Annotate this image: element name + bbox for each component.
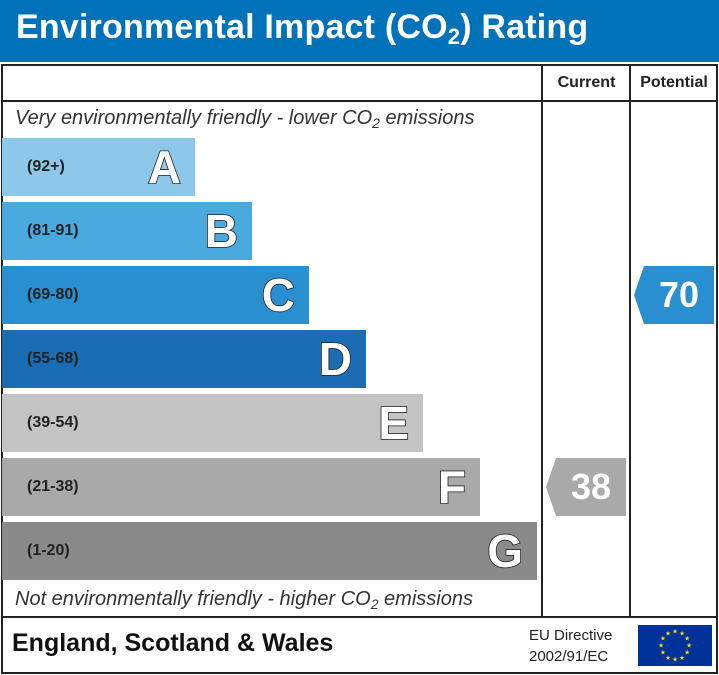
- eu-star-icon: ★: [665, 630, 671, 638]
- band-bar-g: [2, 522, 537, 580]
- band-range-b: (81-91): [27, 222, 79, 239]
- eu-star-icon: ★: [684, 649, 690, 657]
- band-bar-c: [2, 266, 309, 324]
- band-range-a: (92+): [27, 158, 65, 175]
- page-title: Environmental Impact (CO2) Rating: [16, 8, 589, 49]
- header-bar: Environmental Impact (CO2) Rating: [0, 0, 719, 62]
- eu-star-icon: ★: [679, 654, 685, 662]
- band-letter-a: A: [147, 140, 182, 194]
- band-letter-f: F: [437, 460, 467, 514]
- potential-rating-marker: [634, 266, 714, 324]
- band-range-e: (39-54): [27, 414, 79, 431]
- band-bar-d: [2, 330, 366, 388]
- eu-directive-line1: EU Directive: [529, 627, 613, 644]
- band-letter-b: B: [204, 204, 239, 258]
- eu-star-icon: ★: [660, 649, 666, 657]
- band-bar-f: [2, 458, 480, 516]
- band-letter-e: E: [378, 396, 410, 450]
- markers-layer: [546, 266, 714, 516]
- eu-star-icon: ★: [672, 628, 678, 636]
- band-letter-c: C: [261, 268, 296, 322]
- band-range-c: (69-80): [27, 286, 79, 303]
- note-top: Very environmentally friendly - lower CO…: [15, 107, 475, 131]
- current-rating-marker: [546, 458, 626, 516]
- current-column-header: Current: [557, 74, 616, 91]
- band-bar-e: [2, 394, 423, 452]
- current-rating-value: 38: [570, 466, 612, 507]
- eu-star-icon: ★: [672, 656, 678, 664]
- footer-region: England, Scotland & Wales: [12, 629, 334, 657]
- rating-chart-svg: ★ ★★★★★★★★★★★: [1, 64, 718, 674]
- eu-star-icon: ★: [686, 642, 692, 650]
- eu-flag-icon: ★ ★★★★★★★★★★★: [638, 625, 712, 666]
- potential-rating-value: 70: [658, 274, 700, 315]
- band-range-d: (55-68): [27, 350, 79, 367]
- potential-column-header: Potential: [640, 74, 708, 91]
- eu-star-icon: ★: [679, 630, 685, 638]
- eu-star-icon: ★: [665, 654, 671, 662]
- band-letter-d: D: [318, 332, 353, 386]
- eu-star-icon: ★: [684, 635, 690, 643]
- bands-layer: [2, 138, 537, 580]
- band-bar-b: [2, 202, 252, 260]
- note-bottom: Not environmentally friendly - higher CO…: [15, 588, 473, 612]
- band-range-g: (1-20): [27, 542, 70, 559]
- rating-chart: ★ ★ ★ ★ ★ ★ ★ ★ ★ ★ ★ ★ Current Potential Very envi…: [1, 64, 718, 674]
- band-bar-a: [2, 138, 195, 196]
- band-range-f: (21-38): [27, 478, 79, 495]
- eu-star-icon: ★: [658, 642, 664, 650]
- eu-flag-background: [638, 625, 712, 666]
- eu-directive-line2: 2002/91/EC: [529, 648, 609, 665]
- band-letter-g: G: [486, 524, 523, 578]
- eu-star-icon: ★: [660, 635, 666, 643]
